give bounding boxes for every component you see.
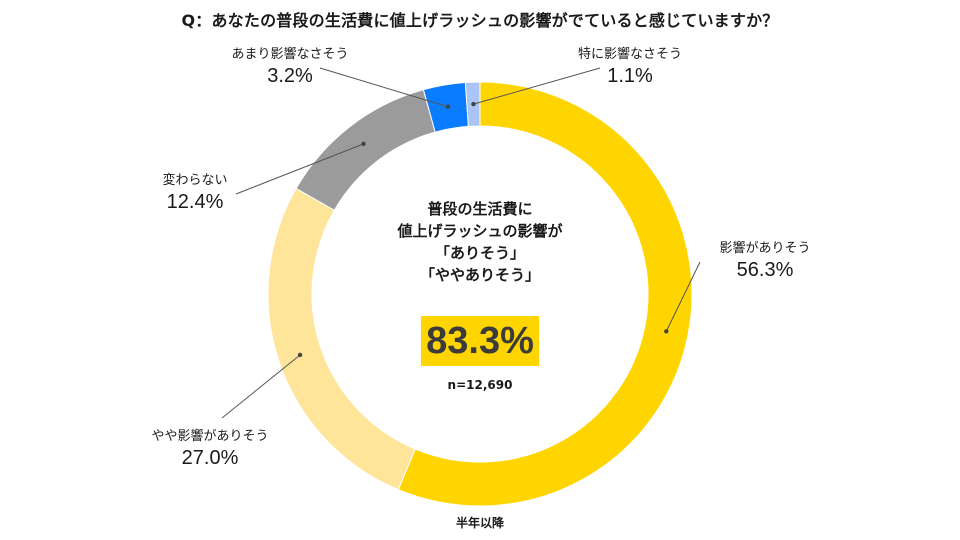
label-slice-1-name: やや影響がありそう [151, 429, 269, 444]
period-footnote: 半年以降 [455, 516, 504, 530]
leader-line-0 [665, 261, 701, 332]
label-slice-0-name: 影響がありそう [719, 241, 811, 256]
center-line-4: 「ややありそう」 [419, 266, 540, 284]
label-slice-4-value: 1.1% [607, 65, 653, 87]
label-slice-3: あまり影響なさそう 3.2% [210, 46, 370, 88]
label-slice-1: やや影響がありそう 27.0% [125, 428, 295, 470]
leader-dot-4 [471, 101, 476, 107]
slice-0 [397, 81, 693, 507]
slice-2 [295, 89, 436, 211]
leader-dot-0 [664, 329, 669, 334]
leader-dot-3 [445, 104, 451, 109]
label-slice-0-value: 56.3% [736, 259, 794, 281]
label-slice-2: 変わらない 12.4% [140, 172, 250, 214]
center-line-3: 「ありそう」 [434, 244, 525, 262]
leader-dot-2 [361, 141, 366, 147]
leader-line-4 [473, 67, 601, 105]
leader-line-3 [319, 67, 449, 108]
label-slice-1-value: 27.0% [181, 447, 239, 469]
leader-lines [221, 67, 701, 419]
label-slice-0: 影響がありそう 56.3% [700, 240, 830, 282]
center-line-1: 普段の生活費に [427, 200, 533, 218]
sample-size: n=12,690 [447, 378, 513, 392]
label-slice-3-name: あまり影響なさそう [231, 47, 349, 62]
center-total-percent: 83.3% [421, 316, 539, 366]
label-slice-3-value: 3.2% [267, 65, 313, 87]
leader-dot-1 [297, 352, 303, 358]
donut-slices [267, 81, 693, 507]
center-line-2: 値上げラッシュの影響が [397, 222, 563, 240]
leader-line-2 [235, 143, 364, 195]
label-slice-2-name: 変わらない [162, 173, 228, 188]
label-slice-4: 特に影響なさそう 1.1% [555, 46, 705, 88]
label-slice-4-name: 特に影響なさそう [577, 47, 682, 62]
chart-title: Q：あなたの普段の生活費に値上げラッシュの影響がでていると感じていますか？ [181, 11, 779, 30]
leader-line-1 [221, 354, 301, 419]
label-slice-2-value: 12.4% [166, 191, 224, 213]
